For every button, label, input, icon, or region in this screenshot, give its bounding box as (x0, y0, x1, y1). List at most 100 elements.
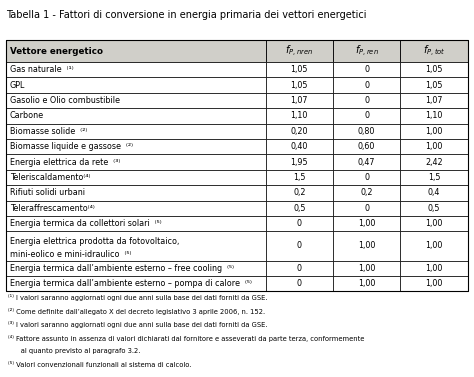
Bar (333, 185, 400, 201)
Bar (265, 231, 333, 261)
Bar (400, 139, 468, 154)
Bar (400, 201, 468, 216)
Text: Tabella 1 - Fattori di conversione in energia primaria dei vettori energetici: Tabella 1 - Fattori di conversione in en… (6, 10, 367, 20)
Text: 1,00: 1,00 (425, 142, 443, 151)
Text: 1,00: 1,00 (425, 219, 443, 228)
Text: 0,2: 0,2 (293, 188, 306, 197)
Bar (265, 170, 333, 185)
Text: 1,07: 1,07 (425, 96, 443, 105)
Bar (333, 276, 400, 291)
Text: Vettore energetico: Vettore energetico (9, 46, 103, 55)
Text: 0: 0 (297, 279, 302, 288)
Text: Gasolio e Olio combustibile: Gasolio e Olio combustibile (9, 96, 119, 105)
Text: mini-eolico e mini-idraulico  ⁽⁵⁾: mini-eolico e mini-idraulico ⁽⁵⁾ (9, 250, 131, 259)
Bar (400, 170, 468, 185)
Text: Teleraffrescamento⁽⁴⁾: Teleraffrescamento⁽⁴⁾ (9, 204, 94, 213)
Text: 0: 0 (297, 219, 302, 228)
Text: Carbone: Carbone (9, 111, 44, 120)
Text: 0,80: 0,80 (358, 127, 375, 136)
Bar (333, 93, 400, 108)
Bar (333, 154, 400, 170)
Bar (333, 40, 400, 62)
Text: 1,00: 1,00 (425, 279, 443, 288)
Bar (265, 154, 333, 170)
Text: Teleriscaldamento⁽⁴⁾: Teleriscaldamento⁽⁴⁾ (9, 173, 90, 182)
Bar (265, 93, 333, 108)
Text: 1,00: 1,00 (358, 279, 375, 288)
Text: Energia elettrica prodotta da fotovoltaico,: Energia elettrica prodotta da fotovoltai… (9, 237, 179, 245)
Bar (400, 216, 468, 231)
Text: $\mathit{f}_{\mathit{P,tot}}$: $\mathit{f}_{\mathit{P,tot}}$ (423, 43, 446, 58)
Text: 0,40: 0,40 (291, 142, 308, 151)
Text: 1,10: 1,10 (291, 111, 308, 120)
Bar (400, 154, 468, 170)
Text: 1,05: 1,05 (291, 81, 308, 89)
Bar (6, 139, 265, 154)
Text: 1,05: 1,05 (425, 65, 443, 74)
Text: Energia termica dall’ambiente esterno – free cooling  ⁽⁵⁾: Energia termica dall’ambiente esterno – … (9, 264, 234, 273)
Bar (6, 216, 265, 231)
Bar (333, 261, 400, 276)
Text: 0: 0 (364, 65, 369, 74)
Text: 0,5: 0,5 (293, 204, 306, 213)
Text: 1,5: 1,5 (293, 173, 306, 182)
Text: 1,00: 1,00 (425, 264, 443, 273)
Bar (265, 40, 333, 62)
Text: Rifiuti solidi urbani: Rifiuti solidi urbani (9, 188, 85, 197)
Text: $\mathit{f}_{\mathit{P,ren}}$: $\mathit{f}_{\mathit{P,ren}}$ (355, 43, 379, 58)
Text: al quanto previsto al paragrafo 3.2.: al quanto previsto al paragrafo 3.2. (8, 348, 140, 354)
Bar (400, 276, 468, 291)
Bar (333, 201, 400, 216)
Text: ⁽⁴⁾ Fattore assunto in assenza di valori dichiarati dal fornitore e asseverati d: ⁽⁴⁾ Fattore assunto in assenza di valori… (8, 335, 364, 342)
Bar (333, 77, 400, 93)
Bar (6, 40, 468, 291)
Bar (333, 124, 400, 139)
Text: 0: 0 (297, 264, 302, 273)
Bar (400, 40, 468, 62)
Bar (6, 108, 265, 124)
Bar (400, 124, 468, 139)
Text: 1,00: 1,00 (425, 241, 443, 250)
Bar (333, 108, 400, 124)
Bar (400, 77, 468, 93)
Text: ⁽³⁾ I valori saranno aggiornati ogni due anni sulla base dei dati forniti da GSE: ⁽³⁾ I valori saranno aggiornati ogni due… (8, 322, 267, 328)
Bar (333, 231, 400, 261)
Bar (265, 276, 333, 291)
Bar (265, 185, 333, 201)
Text: 0: 0 (297, 241, 302, 250)
Text: Energia elettrica da rete  ⁽³⁾: Energia elettrica da rete ⁽³⁾ (9, 158, 120, 167)
Text: 0: 0 (364, 173, 369, 182)
Bar (6, 62, 265, 77)
Bar (265, 124, 333, 139)
Text: Energia termica dall’ambiente esterno – pompa di calore  ⁽⁵⁾: Energia termica dall’ambiente esterno – … (9, 279, 252, 288)
Bar (265, 77, 333, 93)
Bar (400, 185, 468, 201)
Bar (6, 201, 265, 216)
Bar (265, 62, 333, 77)
Bar (333, 139, 400, 154)
Bar (6, 40, 265, 62)
Text: GPL: GPL (9, 81, 25, 89)
Text: 0: 0 (364, 204, 369, 213)
Text: 0,5: 0,5 (428, 204, 440, 213)
Text: 0,20: 0,20 (291, 127, 308, 136)
Bar (6, 93, 265, 108)
Text: 0,2: 0,2 (360, 188, 373, 197)
Bar (6, 231, 265, 261)
Text: 0,47: 0,47 (358, 158, 375, 167)
Bar (6, 124, 265, 139)
Text: Biomasse liquide e gassose  ⁽²⁾: Biomasse liquide e gassose ⁽²⁾ (9, 142, 133, 151)
Bar (6, 77, 265, 93)
Text: 2,42: 2,42 (425, 158, 443, 167)
Bar (333, 62, 400, 77)
Bar (265, 139, 333, 154)
Bar (6, 185, 265, 201)
Text: 0,60: 0,60 (358, 142, 375, 151)
Bar (400, 261, 468, 276)
Bar (265, 261, 333, 276)
Text: 1,07: 1,07 (291, 96, 308, 105)
Text: 1,00: 1,00 (358, 219, 375, 228)
Text: 0: 0 (364, 111, 369, 120)
Bar (333, 216, 400, 231)
Text: ⁽¹⁾ I valori saranno aggiornati ogni due anni sulla base dei dati forniti da GSE: ⁽¹⁾ I valori saranno aggiornati ogni due… (8, 294, 267, 301)
